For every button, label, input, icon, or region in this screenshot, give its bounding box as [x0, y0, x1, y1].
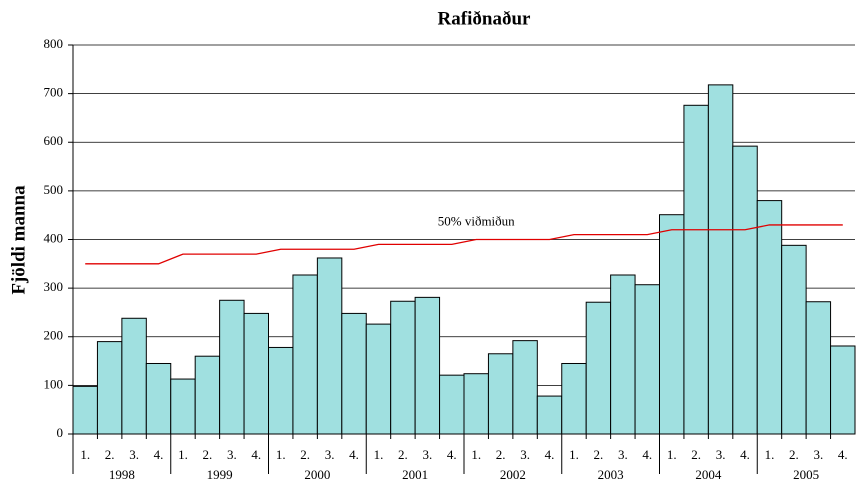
- x-tick-label: 4.: [545, 447, 555, 462]
- bar: [805, 301, 832, 435]
- bar: [72, 385, 98, 435]
- bar: [121, 317, 147, 435]
- bar: [341, 312, 367, 435]
- y-tick-label: 800: [44, 36, 64, 51]
- x-tick-label: 1.: [765, 447, 775, 462]
- x-tick-label: 3.: [716, 447, 726, 462]
- year-label: 2002: [500, 467, 526, 482]
- x-tick-label: 3.: [422, 447, 432, 462]
- x-tick-label: 4.: [740, 447, 750, 462]
- year-label: 1998: [109, 467, 135, 482]
- y-tick-label: 500: [44, 182, 64, 197]
- x-tick-label: 4.: [642, 447, 652, 462]
- bar: [170, 378, 196, 435]
- bar: [781, 244, 807, 435]
- bar: [732, 145, 758, 435]
- bar: [414, 296, 441, 435]
- x-tick-label: 2.: [789, 447, 799, 462]
- y-tick-label: 100: [44, 376, 64, 391]
- x-tick-label: 2.: [203, 447, 213, 462]
- year-label: 2001: [402, 467, 428, 482]
- y-tick-label: 0: [57, 425, 64, 440]
- x-tick-label: 1.: [276, 447, 286, 462]
- bar: [243, 312, 269, 435]
- year-label: 2005: [793, 467, 819, 482]
- y-tick-label: 200: [44, 328, 64, 343]
- bar: [96, 341, 123, 435]
- x-tick-label: 3.: [520, 447, 530, 462]
- bar: [707, 84, 734, 435]
- y-axis-label: Fjöldi manna: [8, 185, 29, 295]
- bar: [194, 355, 221, 435]
- x-tick-label: 1.: [374, 447, 384, 462]
- bar: [585, 301, 612, 435]
- bar: [463, 373, 489, 435]
- x-tick-label: 4.: [154, 447, 164, 462]
- x-tick-label: 2.: [496, 447, 506, 462]
- bar: [634, 284, 660, 435]
- bar: [292, 274, 318, 435]
- x-tick-label: 2.: [300, 447, 310, 462]
- bar: [756, 200, 783, 435]
- x-tick-label: 4.: [447, 447, 457, 462]
- y-tick-label: 700: [44, 85, 64, 100]
- reference-line: [85, 224, 843, 265]
- year-label: 2004: [695, 467, 722, 482]
- x-tick-label: 2.: [398, 447, 408, 462]
- bar: [390, 300, 416, 435]
- x-tick-label: 2.: [594, 447, 604, 462]
- chart-title: Rafiðnaður: [438, 8, 531, 29]
- x-tick-label: 1.: [80, 447, 90, 462]
- bar: [512, 340, 538, 435]
- x-tick-label: 3.: [618, 447, 628, 462]
- bar: [683, 104, 709, 435]
- line-annotation: 50% viðmiðun: [438, 213, 515, 228]
- x-tick-label: 3.: [325, 447, 335, 462]
- bar: [487, 353, 514, 435]
- x-tick-label: 4.: [838, 447, 848, 462]
- bar: [830, 345, 856, 435]
- bar: [145, 362, 172, 435]
- bar: [536, 395, 563, 435]
- x-tick-label: 3.: [129, 447, 139, 462]
- x-tick-label: 1.: [178, 447, 188, 462]
- x-tick-label: 3.: [813, 447, 823, 462]
- x-tick-label: 4.: [251, 447, 261, 462]
- x-tick-label: 3.: [227, 447, 237, 462]
- bar: [316, 257, 343, 435]
- bar: [561, 362, 587, 435]
- bar: [268, 346, 294, 435]
- bar: [365, 323, 392, 435]
- y-tick-label: 300: [44, 279, 64, 294]
- y-tick-label: 400: [44, 230, 64, 245]
- y-tick-label: 600: [44, 133, 64, 148]
- x-tick-label: 1.: [667, 447, 677, 462]
- x-tick-label: 2.: [691, 447, 701, 462]
- year-label: 2003: [598, 467, 624, 482]
- x-tick-label: 2.: [105, 447, 115, 462]
- bar: [659, 214, 685, 435]
- year-label: 2000: [304, 467, 330, 482]
- bar: [439, 374, 465, 435]
- year-label: 1999: [207, 467, 233, 482]
- bar: [610, 274, 636, 435]
- x-tick-label: 1.: [569, 447, 579, 462]
- bar: [219, 299, 245, 435]
- x-tick-label: 4.: [349, 447, 359, 462]
- x-tick-label: 1.: [471, 447, 481, 462]
